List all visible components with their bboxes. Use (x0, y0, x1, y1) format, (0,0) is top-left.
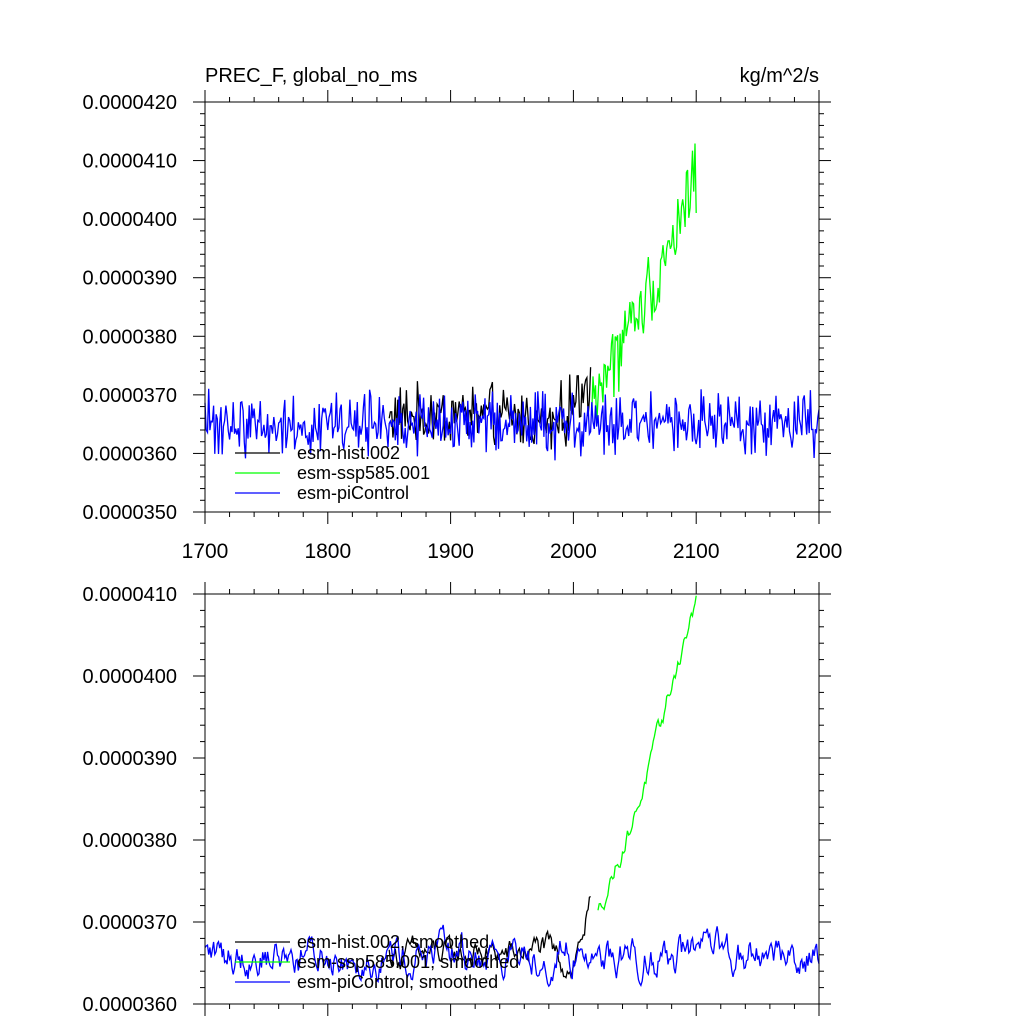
y-tick-label: 0.0000400 (82, 209, 177, 231)
top-panel: 1700 1800 1900 2000 2100 22000.00003500.00003… (82, 65, 842, 563)
series-group (204, 595, 820, 988)
y-tick-label: 0.0000390 (82, 268, 177, 290)
y-tick-label: 0.0000420 (82, 92, 177, 114)
bottom-panel: 0.0000360 0.0000370 0.0000380 0.0000390 0.00… (82, 582, 831, 1016)
legend-label: esm-ssp585.001, smoothed (297, 952, 519, 972)
x-axis: 1700 1800 1900 2000 2100 2200 (182, 90, 843, 563)
y-tick-label: 0.0000360 (82, 994, 177, 1016)
plot-frame (204, 101, 820, 513)
y-tick-label: 0.0000390 (82, 748, 177, 770)
y-tick-label: 0.0000370 (82, 912, 177, 934)
y-tick-label: 0.0000380 (82, 830, 177, 852)
legend-label: esm-hist.002, smoothed (297, 932, 489, 952)
chart-units: kg/m^2/s (740, 65, 819, 87)
y-tick-label: 0.0000370 (82, 385, 177, 407)
y-axis: 0.0000350 0.0000360 0.0000370 0.0000380 0.00… (82, 92, 831, 524)
y-tick-label: 0.0000350 (82, 502, 177, 524)
y-tick-label: 0.0000360 (82, 443, 177, 465)
series-line (591, 143, 697, 425)
y-tick-label: 0.0000380 (82, 326, 177, 348)
x-tick-label: 1700 (182, 540, 229, 563)
x-axis (204, 582, 820, 1016)
legend-label: esm-ssp585.001 (297, 463, 430, 483)
legend-label: esm-piControl (297, 483, 409, 503)
plot-frame (204, 593, 820, 1005)
legend-label: esm-hist.002 (297, 443, 400, 463)
x-tick-label: 1900 (427, 540, 474, 563)
legend-label: esm-piControl, smoothed (297, 972, 498, 992)
y-axis: 0.0000360 0.0000370 0.0000380 0.0000390 0.00… (82, 584, 831, 1016)
chart-title: PREC_F, global_no_ms (205, 65, 417, 87)
x-tick-label: 2200 (796, 540, 843, 563)
series-line (204, 388, 820, 461)
y-tick-label: 0.0000400 (82, 666, 177, 688)
series-line (597, 595, 697, 911)
x-tick-label: 2100 (673, 540, 720, 563)
series-group (204, 143, 820, 461)
x-tick-label: 1800 (304, 540, 351, 563)
series-line (204, 924, 820, 988)
x-tick-label: 2000 (550, 540, 597, 563)
y-tick-label: 0.0000410 (82, 151, 177, 173)
y-tick-label: 0.0000410 (82, 584, 177, 606)
